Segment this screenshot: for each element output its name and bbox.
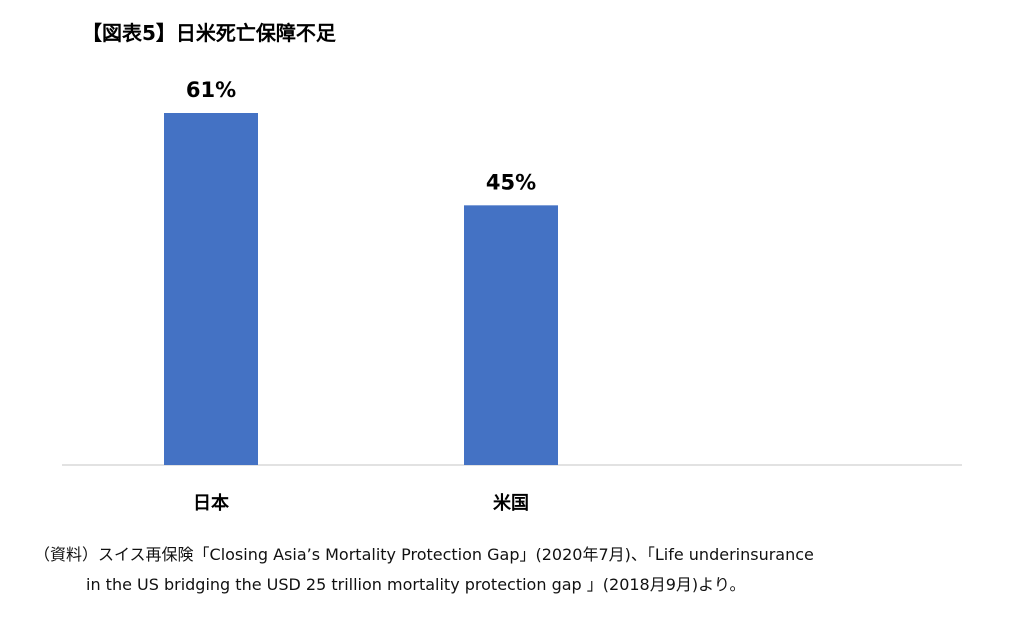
chart-title: 【図表5】日米死亡保障不足 <box>82 21 336 45</box>
source-note-line-2: in the US bridging the USD 25 trillion m… <box>86 575 746 594</box>
source-note-line-1: （資料）スイス再保険「Closing Asia’s Mortality Prot… <box>34 545 814 564</box>
data-label-2: 45% <box>486 170 536 194</box>
source-note: （資料）スイス再保険「Closing Asia’s Mortality Prot… <box>34 540 994 600</box>
category-label-2: 米国 <box>493 492 529 514</box>
data-label-1: 61% <box>186 78 236 102</box>
category-label-1: 日本 <box>193 492 229 514</box>
bar-2 <box>464 205 558 465</box>
bar-chart: 61% 日本 45% 米国 <box>62 78 962 514</box>
bar-1 <box>164 113 258 465</box>
